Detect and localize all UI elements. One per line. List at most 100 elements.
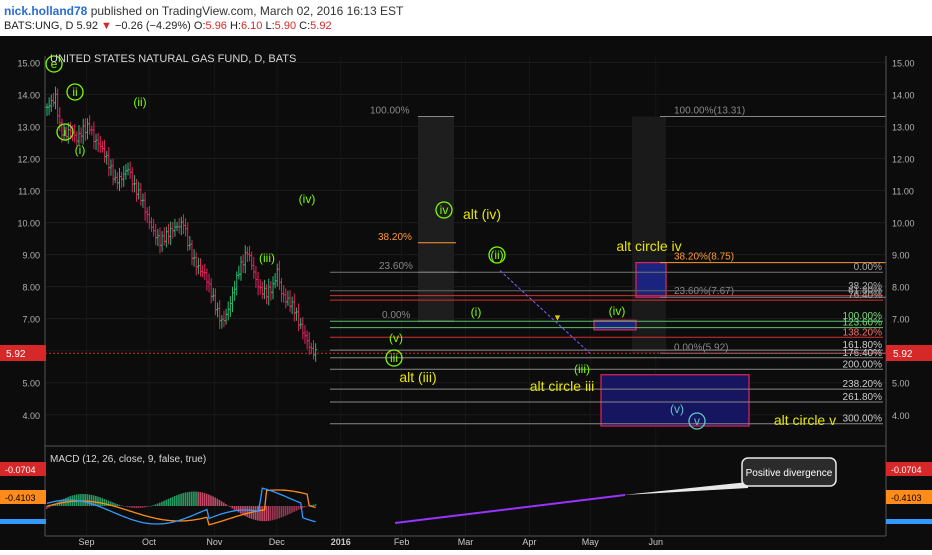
macd-histogram-bar xyxy=(133,506,136,509)
price-series: ▼ xyxy=(45,86,591,362)
macd-histogram-bar xyxy=(299,506,302,509)
macd-histogram-bar xyxy=(101,498,104,506)
macd-zero-badge-left xyxy=(0,519,46,524)
macd-histogram-bar xyxy=(139,506,142,508)
macd-value-badges: -0.0704 -0.4103 -0.0704 -0.4103 xyxy=(0,462,932,524)
wave-label: ii xyxy=(72,85,77,99)
highlight-zones xyxy=(418,116,750,427)
macd-histogram-bar xyxy=(107,500,110,506)
macd-histogram-bar xyxy=(48,506,50,508)
macd-histogram-bar xyxy=(82,493,84,506)
wave-label: (iv) xyxy=(299,192,316,206)
macd-badge-left xyxy=(0,462,46,476)
signal-value-left: -0.4103 xyxy=(5,493,36,503)
chart-area[interactable]: 100.00% 38.20% 23.60% 0.00% 100.00%(13.31) 38… xyxy=(0,36,932,550)
macd-histogram-bar xyxy=(263,506,266,522)
macd-histogram-bar xyxy=(248,506,251,519)
y-tick-label-right: 8.00 xyxy=(892,283,910,293)
macd-histogram-bar xyxy=(274,506,276,520)
fib-extension-label: 76.40% xyxy=(848,290,882,301)
last-price: 5.92 xyxy=(76,20,98,32)
wave-iv-box xyxy=(593,319,637,331)
macd-histogram-bar xyxy=(282,506,285,517)
macd-histogram-bar xyxy=(77,494,80,506)
fib-extension-label: 38.20% xyxy=(848,281,882,292)
wave-label: (ii) xyxy=(133,95,146,109)
macd-histogram-bar xyxy=(92,495,95,506)
x-tick-label: Sep xyxy=(79,537,95,547)
macd-histogram-bar xyxy=(214,497,217,506)
wave-label-circle xyxy=(45,55,63,73)
macd-histogram-bar xyxy=(306,506,308,507)
macd-zero-badge-right xyxy=(886,519,932,524)
y-tick-label-right: 12.00 xyxy=(892,155,915,165)
macd-histogram-bar xyxy=(254,506,257,521)
y-tick-label-right: 7.00 xyxy=(892,315,910,325)
macd-histogram-bar xyxy=(150,505,153,507)
annotation-pointer xyxy=(623,482,748,495)
alt-circle-iv-box xyxy=(635,262,667,298)
macd-histogram-bar xyxy=(244,506,246,517)
macd-histogram-bar xyxy=(225,504,227,506)
macd-histogram-bar xyxy=(199,492,202,506)
fib-extension-label: 138.20% xyxy=(843,327,883,338)
wave-label: iii xyxy=(390,351,398,365)
high-label: H: xyxy=(230,20,241,32)
chart-svg[interactable]: 100.00% 38.20% 23.60% 0.00% 100.00%(13.31) 38… xyxy=(0,36,932,550)
macd-histogram-bar xyxy=(97,496,99,506)
down-arrow-icon: ▼ xyxy=(553,312,562,322)
macd-histogram-bar xyxy=(284,506,287,516)
macd-histogram-bar xyxy=(105,499,108,506)
wave-label: alt circle iv xyxy=(616,238,681,254)
fib-extension-label: 238.20% xyxy=(843,379,883,390)
fib-extension-label: 100.00% xyxy=(843,311,883,322)
macd-histogram-bar xyxy=(289,506,291,514)
signal-badge-left xyxy=(0,490,46,504)
fib-panel-label: 23.60% xyxy=(379,261,413,272)
author-link[interactable]: nick.holland78 xyxy=(4,4,88,18)
macd-histogram-bar xyxy=(280,506,283,518)
macd-histogram-bar xyxy=(188,491,191,506)
macd-histogram-bar xyxy=(124,506,127,507)
macd-histogram-bar xyxy=(50,506,52,507)
macd-histogram-bar xyxy=(197,491,199,506)
macd-histogram-bar xyxy=(208,494,210,506)
wave-label: (i) xyxy=(471,305,482,319)
wave-label: alt circle v xyxy=(774,412,836,428)
macd-histogram-bar xyxy=(312,504,315,506)
macd-histogram-bar xyxy=(276,506,278,520)
macd-histogram-bar xyxy=(269,506,272,521)
signal-value-right: -0.4103 xyxy=(891,493,922,503)
wave-label: (v) xyxy=(389,331,403,345)
y-tick-label-left: 4.00 xyxy=(22,411,40,421)
y-tick-label-left: 15.00 xyxy=(17,58,40,68)
macd-histogram-bar xyxy=(148,506,150,507)
macd-histogram-bar xyxy=(137,506,140,509)
macd-histogram-bar xyxy=(158,502,161,506)
macd-histogram-bar xyxy=(186,492,189,506)
macd-histogram-bar xyxy=(167,498,170,506)
x-tick-label: 2016 xyxy=(331,537,351,547)
fib-panel-label: 0.00% xyxy=(382,310,410,321)
last-price-markers: 5.92 5.92 xyxy=(0,345,932,361)
macd-histogram-bar xyxy=(156,503,159,506)
x-tick-label: Mar xyxy=(458,537,474,547)
y-tick-label-right: 15.00 xyxy=(892,58,915,68)
macd-histogram-bar xyxy=(152,505,155,506)
macd-histogram-bar xyxy=(135,506,138,509)
macd-histogram-bar xyxy=(131,506,133,508)
wave-label-circle xyxy=(688,412,706,430)
macd-histogram-bar xyxy=(86,494,89,506)
y-tick-label-left: 10.00 xyxy=(17,219,40,229)
macd-badge-right xyxy=(886,462,932,476)
wave-label: i xyxy=(64,125,67,139)
open-value: 5.96 xyxy=(205,20,227,32)
y-tick-label-left: 5.00 xyxy=(22,379,40,389)
macd-histogram-bar xyxy=(122,506,125,507)
macd-histogram-bar xyxy=(180,493,182,506)
wave-label: (iii) xyxy=(574,362,590,376)
macd-histogram-bar xyxy=(112,502,114,506)
macd-histogram-bar xyxy=(120,505,123,506)
macd-histogram-bar xyxy=(173,496,176,506)
